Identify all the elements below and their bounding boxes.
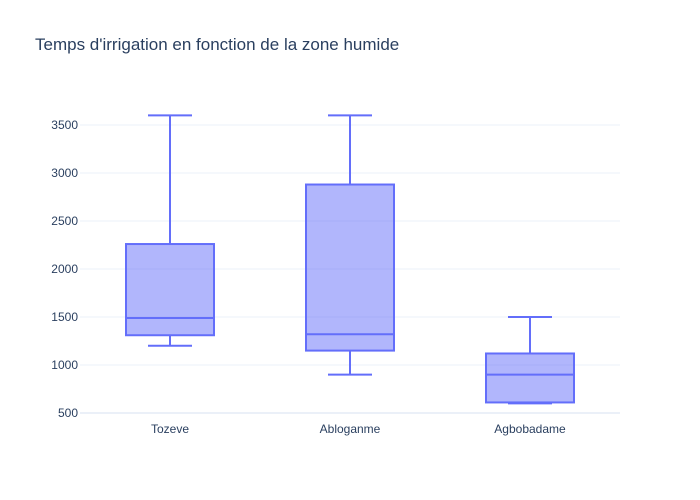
x-tick-label: Abloganme xyxy=(320,422,381,436)
box-tozeve xyxy=(125,114,215,347)
y-tick-label: 2500 xyxy=(51,214,78,228)
y-tick-label: 1000 xyxy=(51,358,78,372)
iqr-box xyxy=(305,183,395,352)
y-tick-label: 2000 xyxy=(51,262,78,276)
iqr-box xyxy=(485,352,575,404)
y-tick-label: 3000 xyxy=(51,166,78,180)
x-axis-ticks: Tozeve Abloganme Agbobadame xyxy=(151,422,566,436)
y-tick-label: 500 xyxy=(58,406,78,420)
x-tick-label: Agbobadame xyxy=(494,422,566,436)
y-axis-ticks: 500 1000 1500 2000 2500 3000 3500 xyxy=(51,118,78,420)
box-agbobadame xyxy=(485,316,575,405)
chart-title: Temps d'irrigation en fonction de la zon… xyxy=(35,35,399,54)
y-tick-label: 3500 xyxy=(51,118,78,132)
box-abloganme xyxy=(305,114,395,376)
x-tick-label: Tozeve xyxy=(151,422,189,436)
iqr-box xyxy=(125,243,215,337)
box-series xyxy=(125,114,575,405)
y-tick-label: 1500 xyxy=(51,310,78,324)
